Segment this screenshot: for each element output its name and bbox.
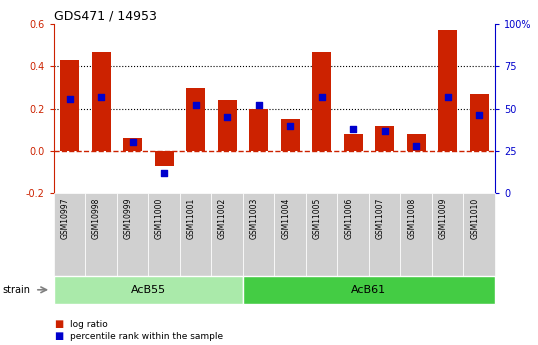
- Bar: [117, 193, 148, 276]
- Bar: [211, 193, 243, 276]
- Point: [128, 140, 137, 145]
- Text: GSM11001: GSM11001: [187, 197, 196, 239]
- Bar: [60, 60, 79, 151]
- Text: percentile rank within the sample: percentile rank within the sample: [70, 332, 223, 341]
- Bar: [438, 30, 457, 151]
- Bar: [312, 52, 331, 151]
- Point: [160, 170, 168, 176]
- Bar: [123, 138, 142, 151]
- Text: ■: ■: [54, 319, 63, 329]
- Text: GSM11008: GSM11008: [407, 197, 416, 239]
- Text: GDS471 / 14953: GDS471 / 14953: [54, 10, 157, 23]
- Point: [97, 94, 105, 100]
- Bar: [54, 193, 86, 276]
- Bar: [463, 193, 495, 276]
- Text: AcB55: AcB55: [131, 285, 166, 295]
- Text: GSM10999: GSM10999: [124, 197, 132, 239]
- Point: [192, 102, 200, 108]
- Bar: [154, 151, 174, 166]
- Text: GSM10997: GSM10997: [61, 197, 69, 239]
- Bar: [91, 52, 110, 151]
- Bar: [180, 193, 211, 276]
- Text: GSM11010: GSM11010: [470, 197, 479, 239]
- Bar: [86, 193, 117, 276]
- Bar: [274, 193, 306, 276]
- Text: GSM11006: GSM11006: [344, 197, 353, 239]
- Bar: [281, 119, 300, 151]
- Text: strain: strain: [3, 285, 31, 295]
- Bar: [306, 193, 337, 276]
- Text: log ratio: log ratio: [70, 320, 108, 329]
- Text: GSM11000: GSM11000: [155, 197, 164, 239]
- Text: AcB61: AcB61: [351, 285, 386, 295]
- Bar: [375, 126, 394, 151]
- Text: GSM11007: GSM11007: [376, 197, 385, 239]
- Point: [349, 126, 357, 132]
- Text: GSM11003: GSM11003: [250, 197, 259, 239]
- Point: [65, 96, 74, 101]
- Text: GSM11009: GSM11009: [438, 197, 448, 239]
- Text: GSM11002: GSM11002: [218, 197, 227, 239]
- Bar: [400, 193, 432, 276]
- Bar: [344, 134, 363, 151]
- Text: ■: ■: [54, 332, 63, 341]
- Point: [412, 143, 421, 149]
- Bar: [470, 94, 489, 151]
- Bar: [243, 276, 495, 304]
- Point: [380, 128, 389, 134]
- Bar: [148, 193, 180, 276]
- Bar: [186, 88, 205, 151]
- Bar: [218, 100, 237, 151]
- Text: GSM10998: GSM10998: [92, 197, 101, 239]
- Point: [475, 113, 484, 118]
- Bar: [337, 193, 369, 276]
- Point: [317, 94, 326, 100]
- Bar: [407, 134, 426, 151]
- Bar: [243, 193, 274, 276]
- Bar: [249, 109, 268, 151]
- Text: GSM11005: GSM11005: [313, 197, 322, 239]
- Point: [254, 102, 263, 108]
- Text: GSM11004: GSM11004: [281, 197, 290, 239]
- Point: [443, 94, 452, 100]
- Point: [286, 123, 294, 128]
- Bar: [369, 193, 400, 276]
- Point: [223, 114, 231, 120]
- Bar: [432, 193, 463, 276]
- Bar: [54, 276, 243, 304]
